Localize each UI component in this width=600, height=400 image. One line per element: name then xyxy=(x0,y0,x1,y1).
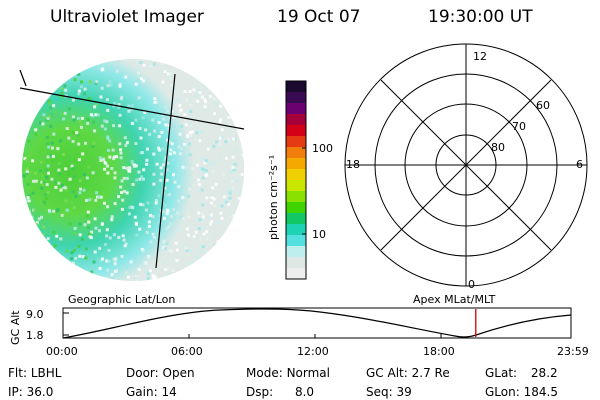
glon-field: GLon: 184.5 xyxy=(485,385,558,399)
mode-label: Mode: xyxy=(246,366,283,380)
dsp-label: Dsp: xyxy=(246,385,274,399)
timeline-ylabel: GC Alt xyxy=(9,310,22,345)
gain-value: 14 xyxy=(161,385,177,399)
gc-alt-value: 2.7 Re xyxy=(411,366,450,380)
seq-value: 39 xyxy=(396,385,412,399)
filter-label: Flt: xyxy=(8,366,27,380)
colorbar-cell xyxy=(286,180,306,192)
altitude-curve xyxy=(62,308,572,339)
door-label: Door: xyxy=(126,366,159,380)
colorbar-tick-10: 10 xyxy=(312,228,326,241)
dsp-field: Dsp: 8.0 xyxy=(246,385,314,399)
mlt-label-18: 18 xyxy=(346,158,360,171)
mode-value: Normal xyxy=(286,366,330,380)
geo-lat-line xyxy=(19,87,245,130)
geo-line-stub xyxy=(19,69,27,87)
mlt-label-0: 0 xyxy=(468,278,475,291)
polar-labels: 12 18 6 0 60 70 80 xyxy=(346,50,583,291)
timeline-left-title: Geographic Lat/Lon xyxy=(68,293,175,306)
time-tick-1200: 12:00 xyxy=(297,345,329,358)
colorbar-cell xyxy=(286,268,306,280)
mlt-label-6: 6 xyxy=(576,158,583,171)
colorbar-cell xyxy=(286,136,306,148)
lat-label-60: 60 xyxy=(536,99,550,112)
lat-label-70: 70 xyxy=(512,120,526,133)
polar-plot xyxy=(344,43,588,287)
lat-label-80: 80 xyxy=(491,141,505,154)
colorbar-cell xyxy=(286,158,306,170)
gc-alt-field: GC Alt: 2.7 Re xyxy=(366,366,450,380)
door-value: Open xyxy=(162,366,195,380)
colorbar-cell xyxy=(286,81,306,93)
date-label: 19 Oct 07 xyxy=(277,7,361,27)
glat-label: GLat: xyxy=(485,366,518,380)
mode-field: Mode: Normal xyxy=(246,366,330,380)
gain-label: Gain: xyxy=(126,385,158,399)
time-tick-2359: 23:59 xyxy=(557,345,589,358)
filter-field: Flt: LBHL xyxy=(8,366,61,380)
colorbar-cell xyxy=(286,257,306,269)
colorbar-cell xyxy=(286,147,306,159)
gc-alt-label: GC Alt: xyxy=(366,366,408,380)
colorbar-cell xyxy=(286,125,306,137)
ip-field: IP: 36.0 xyxy=(8,385,53,399)
seq-label: Seq: xyxy=(366,385,393,399)
time-tick-1800: 18:00 xyxy=(423,345,455,358)
geo-lon-line xyxy=(155,73,176,269)
colorbar-cell xyxy=(286,92,306,104)
colorbar-cell xyxy=(286,103,306,115)
door-field: Door: Open xyxy=(126,366,195,380)
time-label: 19:30:00 UT xyxy=(428,7,533,27)
colorbar-cell xyxy=(286,191,306,203)
mlt-label-12: 12 xyxy=(473,50,487,63)
ip-label: IP: xyxy=(8,385,23,399)
glon-label: GLon: xyxy=(485,385,520,399)
time-tick-0600: 06:00 xyxy=(171,345,203,358)
filter-value: LBHL xyxy=(30,366,62,380)
glat-field: GLat: 28.2 xyxy=(485,366,558,380)
glat-value: 28.2 xyxy=(530,366,558,380)
colorbar-tick-100: 100 xyxy=(312,142,333,155)
colorbar-cell xyxy=(286,246,306,258)
colorbar-cell xyxy=(286,224,306,236)
uv-image xyxy=(19,59,245,281)
time-tick-0000: 00:00 xyxy=(46,345,78,358)
ip-value: 36.0 xyxy=(26,385,54,399)
color-bar: 100 10 photon cm⁻²s⁻¹ xyxy=(267,80,333,280)
timeline-ytick-top: 9.0 xyxy=(26,308,44,321)
timeline-panel: Geographic Lat/Lon Apex MLat/MLT GC Alt … xyxy=(9,293,572,345)
colorbar-cell xyxy=(286,213,306,225)
colorbar-cell xyxy=(286,169,306,181)
colorbar-unit-label: photon cm⁻²s⁻¹ xyxy=(267,155,280,240)
colorbar-cell xyxy=(286,202,306,214)
instrument-title: Ultraviolet Imager xyxy=(50,7,204,27)
gain-field: Gain: 14 xyxy=(126,385,177,399)
glon-value: 184.5 xyxy=(523,385,558,399)
timeline-right-title: Apex MLat/MLT xyxy=(413,293,496,306)
colorbar-cell xyxy=(286,235,306,247)
seq-field: Seq: 39 xyxy=(366,385,412,399)
timeline-ytick-bottom: 1.8 xyxy=(26,329,44,342)
colorbar-cell xyxy=(286,114,306,126)
dsp-value: 8.0 xyxy=(294,385,315,399)
